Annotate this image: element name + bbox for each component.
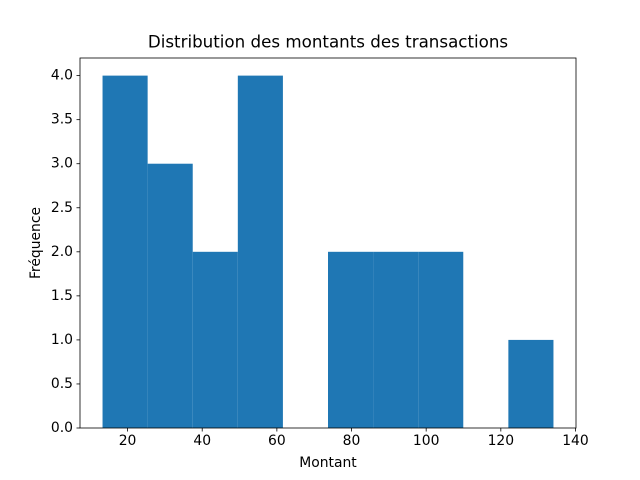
x-tick-label: 80	[343, 433, 361, 449]
chart-title: Distribution des montants des transactio…	[148, 32, 508, 52]
y-tick-label: 1.0	[51, 332, 73, 348]
bar	[328, 251, 374, 428]
bar	[418, 251, 464, 428]
x-tick-label: 140	[562, 433, 589, 449]
x-tick-label: 60	[268, 433, 286, 449]
y-tick-label: 0.0	[51, 420, 73, 436]
bar	[508, 339, 554, 428]
x-tick-label: 20	[119, 433, 137, 449]
x-axis-label: Montant	[299, 455, 357, 471]
y-tick-label: 4.0	[51, 68, 73, 84]
bar	[102, 75, 148, 428]
bar	[237, 75, 283, 428]
bar	[192, 251, 238, 428]
y-tick-label: 3.5	[51, 112, 73, 128]
x-tick-label: 120	[488, 433, 515, 449]
x-tick-label: 40	[193, 433, 211, 449]
y-tick-label: 0.5	[51, 376, 73, 392]
axes-frame	[79, 57, 577, 429]
y-axis-label: Fréquence	[28, 207, 44, 279]
y-tick-label: 2.5	[51, 200, 73, 216]
y-tick-label: 2.0	[51, 244, 73, 260]
x-tick-label: 100	[413, 433, 440, 449]
bar	[373, 251, 419, 428]
y-tick-label: 3.0	[51, 156, 73, 172]
bar	[147, 163, 193, 428]
y-tick-label: 1.5	[51, 288, 73, 304]
